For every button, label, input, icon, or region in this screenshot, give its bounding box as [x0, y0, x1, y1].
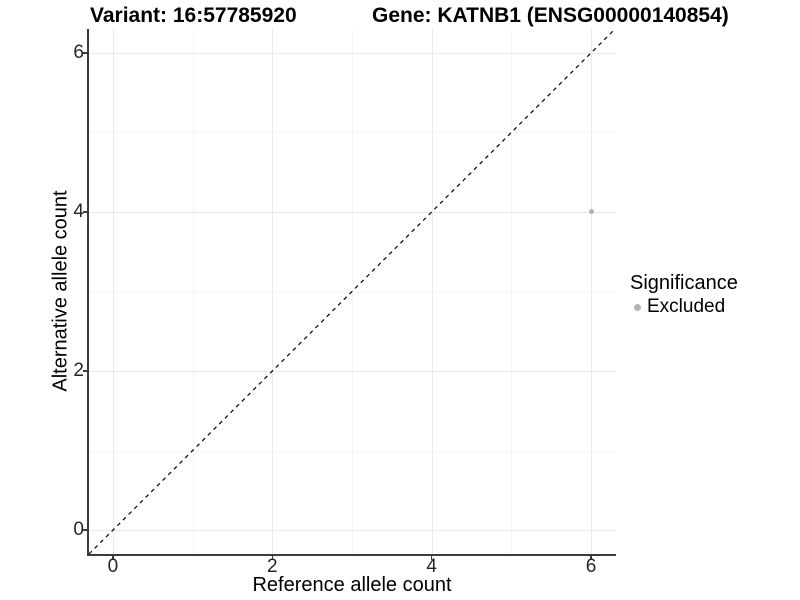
y-axis-tick: [83, 52, 87, 54]
plot-title-gene: Gene: KATNB1 (ENSG00000140854): [372, 4, 729, 27]
x-tick-label: 4: [426, 556, 437, 577]
identity-dashed-line: [88, 28, 616, 555]
y-axis-tick: [83, 370, 87, 372]
x-tick-label: 0: [107, 556, 119, 577]
data-point: [588, 209, 594, 215]
y-tick-label: 0: [73, 519, 84, 541]
major-gridline-y: [89, 211, 615, 213]
minor-gridline-y: [89, 132, 615, 134]
legend-key-dot-icon: [634, 303, 641, 311]
x-axis-line: [87, 554, 616, 556]
y-tick-label: 6: [73, 41, 84, 63]
y-tick-label: 2: [73, 360, 84, 382]
plot-title-variant: Variant: 16:57785920: [90, 4, 297, 27]
legend-item-label: Excluded: [647, 296, 726, 317]
x-axis-tick: [271, 556, 274, 560]
legend-title: Significance: [630, 272, 738, 294]
x-axis-title: Reference allele count: [252, 574, 452, 596]
x-axis-tick: [430, 556, 433, 560]
major-gridline-y: [89, 52, 615, 54]
legend: Significance Excluded: [630, 271, 800, 318]
major-gridline-y: [89, 371, 615, 373]
y-axis-tick: [83, 529, 87, 531]
y-axis-line: [87, 29, 89, 556]
major-gridline-x: [272, 29, 274, 554]
major-gridline-x: [112, 29, 114, 554]
y-axis-tick: [83, 211, 87, 213]
y-tick-label: 4: [73, 200, 84, 222]
legend-item: Excluded: [630, 296, 800, 318]
x-tick-label: 6: [585, 556, 597, 577]
major-gridline-y: [89, 530, 615, 532]
plot-panel: [88, 28, 616, 555]
minor-gridline-y: [89, 450, 615, 452]
x-tick-label: 2: [267, 556, 278, 577]
major-gridline-x: [431, 29, 433, 554]
legend-items: Excluded: [630, 296, 800, 318]
x-axis-tick: [112, 556, 114, 560]
major-gridline-x: [591, 29, 593, 554]
x-axis-tick: [590, 556, 592, 560]
